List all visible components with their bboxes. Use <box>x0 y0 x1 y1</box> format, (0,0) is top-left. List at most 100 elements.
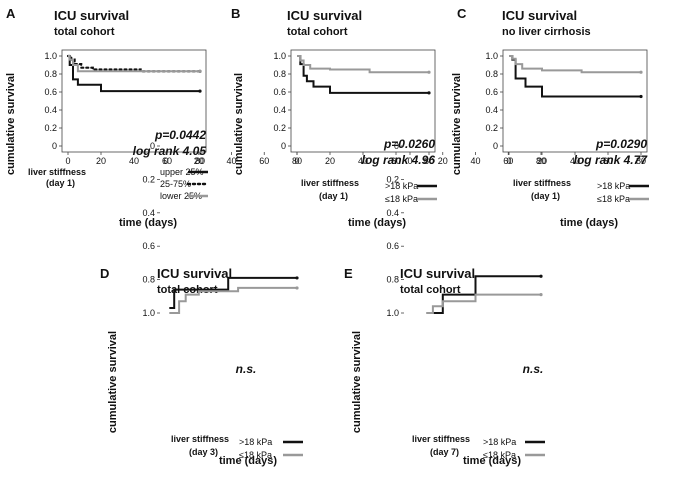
x-tick-label: 60 <box>391 156 401 166</box>
x-axis-label: time (days) <box>348 217 406 229</box>
x-tick-label: 80 <box>536 156 546 166</box>
y-tick-label: 1.0 <box>44 51 57 61</box>
x-tick-label: 0 <box>407 156 412 166</box>
y-tick-label: 0.6 <box>386 241 399 251</box>
series-line-2 <box>66 54 202 73</box>
legend-subtitle: (day 7) <box>430 447 459 457</box>
chart-title: ICU survival <box>400 266 475 281</box>
y-tick-label: 0.6 <box>273 87 286 97</box>
x-tick-label: 40 <box>570 156 580 166</box>
x-tick-label: 60 <box>162 156 172 166</box>
chart-title: ICU survival <box>502 8 577 23</box>
y-tick-label: 0.4 <box>386 208 399 218</box>
y-tick-label: 0.2 <box>273 123 286 133</box>
y-tick-label: 0.4 <box>142 208 155 218</box>
y-tick-label: 0.8 <box>142 275 155 285</box>
x-axis-label: time (days) <box>219 455 277 467</box>
x-tick-label: 80 <box>195 156 205 166</box>
significance-label: n.s. <box>523 362 544 376</box>
y-axis-label: cumulative survival <box>451 73 463 175</box>
y-tick-label: 0 <box>150 141 155 151</box>
panel-letter: D <box>100 266 109 281</box>
y-tick-label: 0.4 <box>44 105 57 115</box>
series-line-2 <box>297 55 429 74</box>
log-rank: log rank 4.05 <box>133 144 207 158</box>
y-tick-label: 0.2 <box>44 123 57 133</box>
y-axis-label: cumulative survival <box>107 331 119 433</box>
panel-c: C ICU survival no liver cirrhosis 0 0.2 0.4 0.… <box>451 6 649 229</box>
x-tick-label: 80 <box>292 156 302 166</box>
y-axis-label: cumulative survival <box>351 331 363 433</box>
censor-mark <box>539 293 543 297</box>
y-tick-label: 0.2 <box>485 123 498 133</box>
legend-title: liver stiffness <box>301 178 359 188</box>
panel-letter: E <box>344 266 353 281</box>
x-tick-label: 0 <box>294 156 299 166</box>
legend-title: liver stiffness <box>28 167 86 177</box>
x-tick-label: 40 <box>358 156 368 166</box>
x-tick-label: 20 <box>438 156 448 166</box>
x-tick-label: 20 <box>194 156 204 166</box>
chart-subtitle: total cohort <box>287 26 348 38</box>
legend-subtitle: (day 1) <box>46 178 75 188</box>
legend-label: >18 kPa <box>385 181 418 191</box>
y-tick-label: 0.6 <box>44 87 57 97</box>
panel-letter: C <box>457 6 467 21</box>
x-tick-label: 20 <box>325 156 335 166</box>
y-axis-label: cumulative survival <box>5 73 17 175</box>
legend-subtitle: (day 1) <box>319 191 348 201</box>
y-axis-label: cumulative survival <box>233 73 245 175</box>
legend-title: liver stiffness <box>171 434 229 444</box>
p-value: p=0.0290 <box>595 137 647 151</box>
y-tick-label: 0.8 <box>44 69 57 79</box>
x-tick-label: 0 <box>506 156 511 166</box>
y-tick-label: 0.8 <box>485 69 498 79</box>
log-rank: log rank 4.96 <box>362 153 436 167</box>
p-value: p=0.0442 <box>154 128 206 142</box>
censor-mark <box>295 286 299 290</box>
legend-subtitle: (day 1) <box>531 191 560 201</box>
series-line-1 <box>169 276 297 309</box>
series-line-2 <box>509 55 641 74</box>
panel-a: A ICU survival total cohort 0 0.2 0.4 0.6 0.8 1.… <box>5 6 210 229</box>
censor-mark <box>198 89 202 93</box>
series-line-1 <box>68 55 200 93</box>
chart-subtitle: total cohort <box>400 284 461 296</box>
y-tick-label: 0.2 <box>386 174 399 184</box>
legend-title: liver stiffness <box>513 178 571 188</box>
censor-mark <box>427 70 431 74</box>
legend-label: ≤18 kPa <box>239 450 272 460</box>
y-tick-label: 0.8 <box>273 69 286 79</box>
significance-label: n.s. <box>236 362 257 376</box>
y-tick-label: 1.0 <box>273 51 286 61</box>
y-tick-label: 0.6 <box>142 241 155 251</box>
y-tick-label: 0 <box>281 141 286 151</box>
x-tick-label: 80 <box>636 156 646 166</box>
series-line-1 <box>509 55 641 98</box>
y-tick-label: 0.8 <box>386 275 399 285</box>
chart-title: ICU survival <box>157 266 232 281</box>
legend-label: ≤18 kPa <box>385 194 418 204</box>
x-tick-label: 20 <box>96 156 106 166</box>
x-tick-label: 20 <box>537 156 547 166</box>
legend-label: >18 kPa <box>597 181 630 191</box>
censor-mark <box>427 91 431 95</box>
panel-letter: A <box>6 6 16 21</box>
chart-title: ICU survival <box>54 8 129 23</box>
x-tick-label: 60 <box>503 156 513 166</box>
y-tick-label: 0 <box>394 141 399 151</box>
y-tick-label: 0 <box>52 141 57 151</box>
legend-label: 25-75% <box>160 179 191 189</box>
censor-mark <box>639 94 643 99</box>
y-tick-label: 1.0 <box>142 308 155 318</box>
x-tick-label: 60 <box>603 156 613 166</box>
x-axis-label: time (days) <box>560 217 618 229</box>
y-tick-label: 1.0 <box>386 308 399 318</box>
legend-label: lower 25% <box>160 191 202 201</box>
legend-subtitle: (day 3) <box>189 447 218 457</box>
legend-label: >18 kPa <box>483 437 516 447</box>
y-tick-label: 1.0 <box>485 51 498 61</box>
legend-label: ≤18 kPa <box>597 194 630 204</box>
